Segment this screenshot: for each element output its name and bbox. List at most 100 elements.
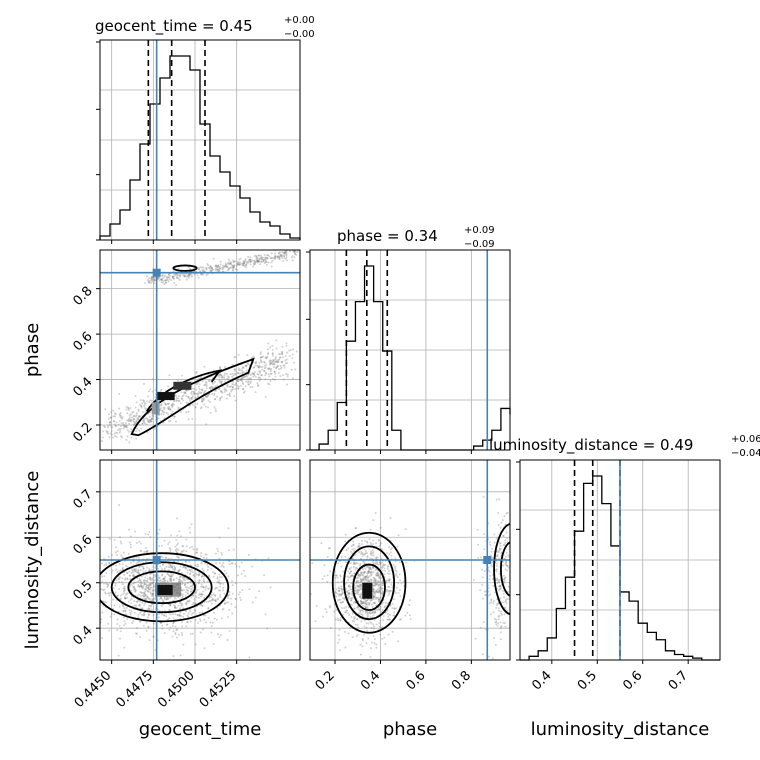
sample-point [205, 267, 208, 270]
sample-point [285, 383, 288, 386]
sample-point [133, 415, 136, 418]
sample-point [186, 620, 189, 623]
sample-point [126, 571, 129, 574]
sample-point [111, 436, 114, 439]
sample-point [195, 549, 198, 552]
sample-point [158, 528, 161, 531]
sample-point [357, 573, 360, 576]
sample-point [514, 542, 516, 544]
sample-point [129, 574, 132, 577]
sample-point [177, 407, 180, 410]
sample-point [167, 280, 170, 283]
sample-point [262, 259, 265, 262]
sample-point [143, 590, 146, 593]
sample-point [340, 588, 343, 591]
sample-point [161, 573, 164, 576]
sample-point [205, 423, 208, 426]
sample-point [372, 596, 375, 599]
sample-point [242, 264, 245, 267]
sample-point [249, 377, 252, 380]
sample-point [161, 627, 164, 630]
sample-point [182, 615, 185, 618]
sample-point [343, 540, 346, 543]
sample-point [348, 584, 351, 587]
sample-point [183, 275, 186, 278]
sample-point [183, 391, 186, 394]
sample-point [276, 360, 279, 363]
sample-point [357, 591, 360, 594]
sample-point [371, 571, 374, 574]
sample-point [164, 575, 167, 578]
sample-point [125, 606, 128, 609]
sample-point [151, 593, 154, 596]
sample-point [190, 391, 193, 394]
sample-point [178, 614, 181, 617]
sample-point [506, 564, 509, 567]
sample-point [344, 533, 347, 536]
sample-point [225, 266, 228, 269]
sample-point [181, 603, 184, 606]
sample-point [261, 257, 264, 260]
sample-point [197, 573, 200, 576]
sample-point [149, 536, 152, 539]
sample-point [380, 626, 383, 629]
sample-point [364, 577, 367, 580]
sample-point [240, 379, 243, 382]
sample-point [133, 604, 136, 607]
sample-point [258, 370, 261, 373]
sample-point [408, 614, 411, 617]
sample-point [154, 575, 157, 578]
sample-point [338, 594, 341, 597]
sample-point [285, 251, 288, 254]
sample-point [265, 357, 268, 360]
sample-point [230, 261, 233, 264]
sample-point [187, 266, 190, 269]
sample-point [214, 572, 217, 575]
sample-point [144, 598, 147, 601]
sample-point [269, 368, 272, 371]
sample-point [180, 550, 183, 553]
sample-point [184, 560, 187, 563]
sample-point [498, 498, 501, 501]
sample-point [179, 402, 182, 405]
sample-point [191, 584, 194, 587]
sample-point [179, 575, 182, 578]
sample-point [187, 395, 190, 398]
sample-point [354, 568, 357, 571]
sample-point [201, 604, 204, 607]
y-tick-label-luminosity_distance-1: 0.5 [70, 578, 95, 603]
sample-point [205, 556, 208, 559]
sample-point [497, 618, 500, 621]
sample-point [283, 251, 286, 254]
sample-point [514, 559, 516, 561]
sample-point [142, 614, 145, 617]
sample-point [378, 539, 381, 542]
sample-point [168, 277, 171, 280]
sample-point [378, 587, 381, 590]
sample-point [247, 553, 250, 556]
sample-point [167, 543, 170, 546]
sample-point [129, 420, 132, 423]
sample-point [204, 405, 207, 408]
sample-point [267, 342, 270, 345]
sample-point [338, 598, 341, 601]
sample-point [113, 432, 116, 435]
sample-point [339, 601, 342, 604]
sample-point [168, 617, 171, 620]
sample-point [142, 565, 145, 568]
sample-point [302, 251, 304, 253]
sample-point [161, 624, 164, 627]
sample-point [359, 588, 362, 591]
sample-point [147, 280, 150, 283]
sample-point [373, 611, 376, 614]
sample-point [243, 265, 246, 268]
sample-point [206, 394, 209, 397]
sample-point [280, 366, 283, 369]
sample-point [170, 573, 173, 576]
sample-point [263, 361, 266, 364]
sample-point [228, 563, 231, 566]
sample-point [200, 585, 203, 588]
sample-point [118, 570, 121, 573]
sample-point [217, 388, 220, 391]
sample-point [227, 258, 230, 261]
